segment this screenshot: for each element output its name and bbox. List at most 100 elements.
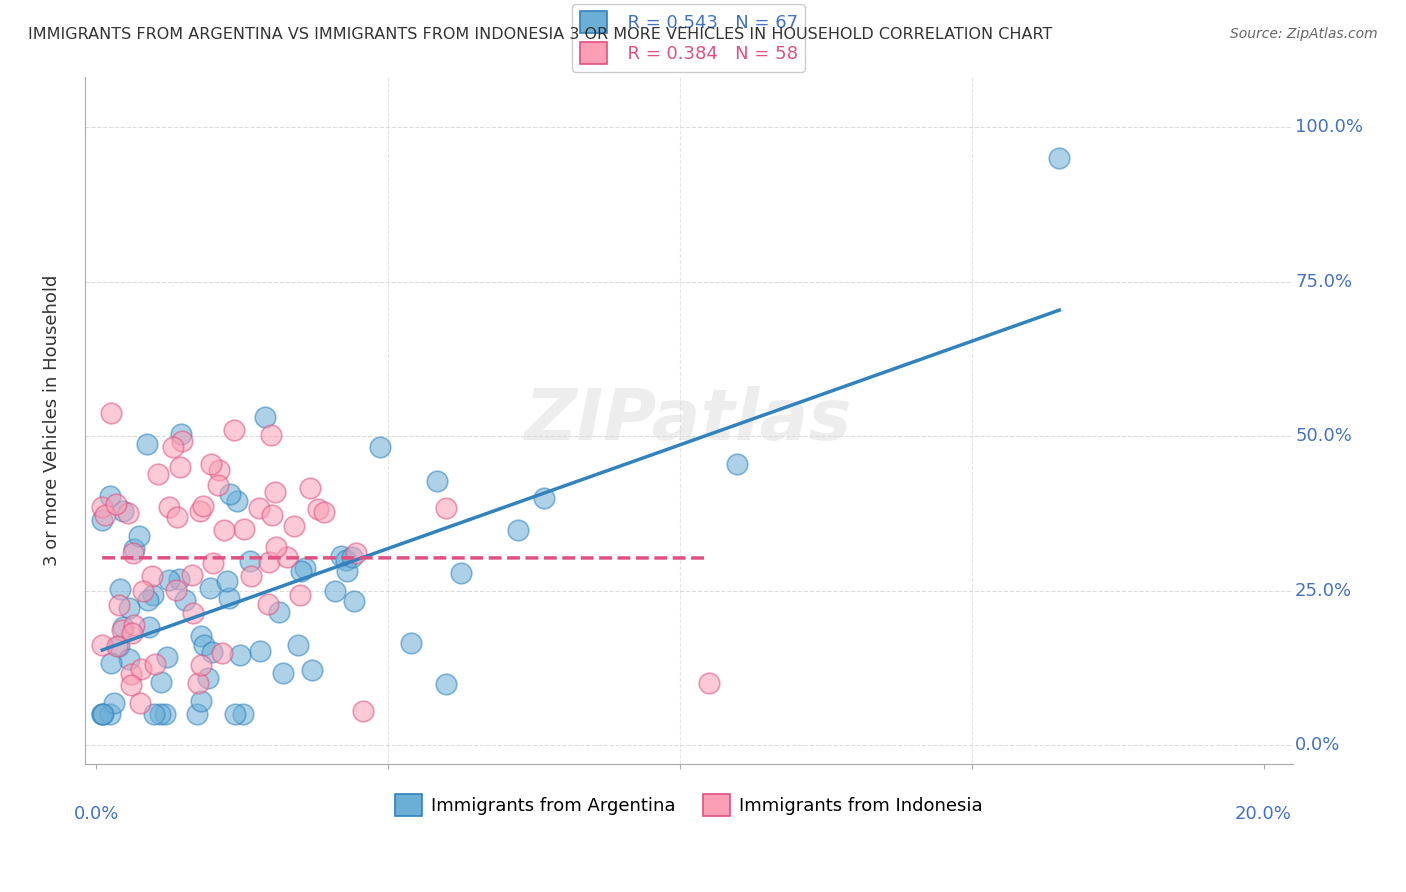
Point (180, 567, 202, 582)
Point (344, 546, 367, 560)
Text: Source: ZipAtlas.com: Source: ZipAtlas.com (1230, 27, 1378, 41)
Point (135, 436, 157, 450)
Point (108, 598, 131, 612)
Point (207, 478, 229, 492)
Point (190, 629, 212, 643)
Point (117, 601, 139, 615)
Point (174, 593, 197, 607)
Point (122, 546, 145, 560)
Point (143, 657, 166, 671)
Point (290, 564, 312, 578)
Point (181, 606, 204, 620)
Text: 25.0%: 25.0% (1295, 582, 1353, 599)
Point (201, 556, 224, 570)
Point (121, 626, 143, 640)
Point (91, 513, 114, 527)
Point (200, 457, 222, 471)
Point (190, 657, 212, 672)
Text: ZIPatlas: ZIPatlas (524, 386, 852, 455)
Point (169, 573, 191, 587)
Point (219, 487, 242, 501)
Point (276, 550, 298, 565)
Point (224, 707, 246, 722)
Point (290, 588, 312, 602)
Point (287, 639, 309, 653)
Point (107, 640, 129, 654)
Text: 0.0%: 0.0% (73, 805, 120, 823)
Point (146, 467, 169, 482)
Point (312, 505, 335, 519)
Point (91, 500, 114, 515)
Point (225, 494, 247, 508)
Point (187, 676, 209, 690)
Point (142, 707, 165, 722)
Point (93, 508, 115, 522)
Text: 50.0%: 50.0% (1295, 427, 1353, 445)
Point (110, 623, 132, 637)
Point (425, 474, 447, 488)
Point (112, 503, 135, 517)
Point (343, 594, 366, 608)
Point (211, 646, 233, 660)
Text: 100.0%: 100.0% (1295, 118, 1362, 136)
Point (197, 671, 219, 685)
Point (233, 522, 256, 536)
Point (149, 675, 172, 690)
Point (120, 667, 142, 681)
Point (212, 523, 235, 537)
Point (91, 707, 114, 722)
Point (434, 677, 457, 691)
Point (141, 568, 163, 582)
Point (323, 584, 346, 599)
Point (129, 662, 152, 676)
Point (118, 651, 141, 665)
Point (249, 643, 271, 657)
Point (335, 553, 357, 567)
Text: IMMIGRANTS FROM ARGENTINA VS IMMIGRANTS FROM INDONESIA 3 OR MORE VEHICLES IN HOU: IMMIGRANTS FROM ARGENTINA VS IMMIGRANTS … (28, 27, 1053, 42)
Point (201, 645, 224, 659)
Point (240, 568, 263, 582)
Point (100, 406, 122, 420)
Point (128, 696, 150, 710)
Point (283, 519, 305, 533)
Point (218, 591, 240, 605)
Text: 0.0%: 0.0% (1295, 736, 1340, 755)
Point (259, 428, 281, 442)
Point (193, 638, 215, 652)
Point (262, 508, 284, 522)
Point (105, 639, 128, 653)
Point (117, 507, 139, 521)
Point (269, 605, 291, 619)
Text: 75.0%: 75.0% (1295, 272, 1353, 291)
Point (239, 554, 262, 568)
Point (91, 638, 114, 652)
Point (298, 481, 321, 495)
Point (257, 556, 280, 570)
Point (340, 550, 363, 565)
Point (229, 648, 252, 663)
Y-axis label: 3 or more Vehicles in Household: 3 or more Vehicles in Household (44, 275, 60, 566)
Point (170, 434, 193, 448)
Point (98, 707, 121, 722)
Point (1047, 151, 1070, 165)
Point (93, 707, 115, 722)
Point (725, 457, 748, 471)
Point (91, 707, 114, 722)
Point (399, 636, 422, 650)
Point (186, 707, 208, 722)
Point (336, 565, 359, 579)
Point (105, 497, 128, 511)
Point (294, 561, 316, 575)
Point (138, 620, 160, 634)
Point (162, 440, 184, 454)
Point (128, 529, 150, 543)
Point (301, 663, 323, 677)
Legend: Immigrants from Argentina, Immigrants from Indonesia: Immigrants from Argentina, Immigrants fr… (388, 787, 990, 823)
Point (266, 541, 288, 555)
Text: 20.0%: 20.0% (1234, 805, 1292, 823)
Point (190, 694, 212, 708)
Point (352, 704, 374, 718)
Point (98, 490, 121, 504)
Point (153, 707, 176, 722)
Point (506, 523, 529, 537)
